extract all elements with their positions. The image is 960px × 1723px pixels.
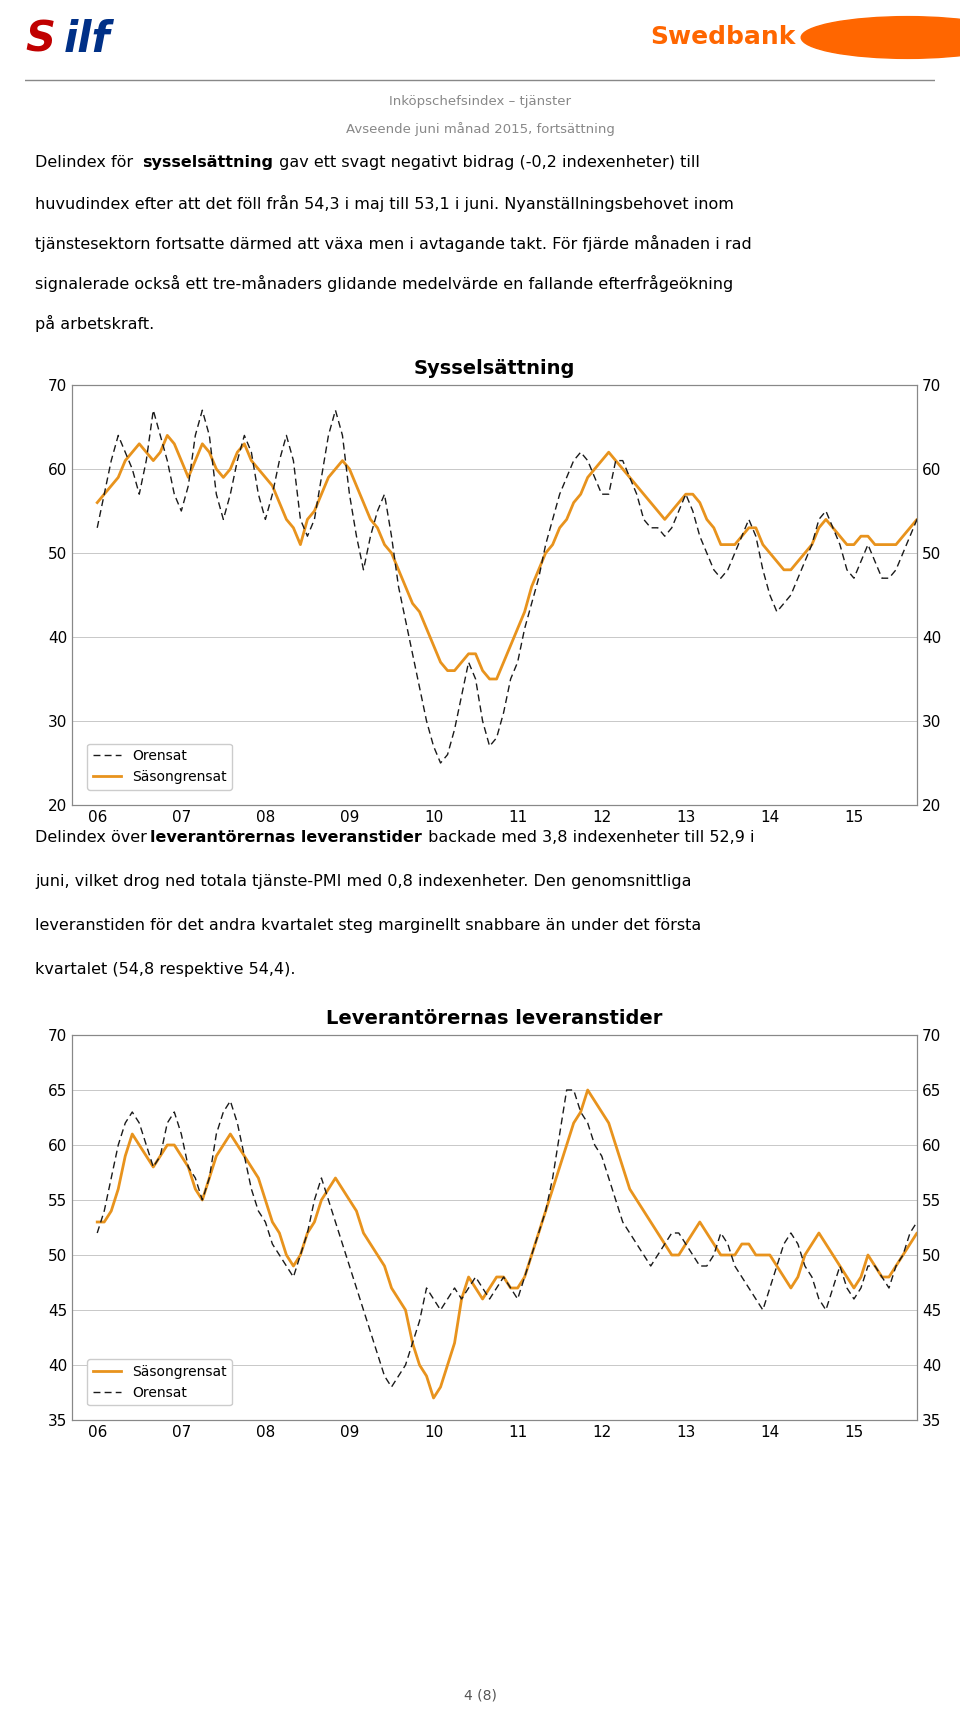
Text: ilf: ilf: [64, 19, 110, 60]
Legend: Säsongrensat, Orensat: Säsongrensat, Orensat: [87, 1359, 232, 1406]
Text: huvudindex efter att det föll från 54,3 i maj till 53,1 i juni. Nyanställningsbe: huvudindex efter att det föll från 54,3 …: [35, 195, 733, 212]
Text: sysselsättning: sysselsättning: [142, 155, 273, 171]
Title: Sysselsättning: Sysselsättning: [414, 358, 575, 377]
Text: S: S: [25, 19, 55, 60]
Text: Inköpschefsindex – tjänster: Inköpschefsindex – tjänster: [389, 95, 571, 109]
Text: 4 (8): 4 (8): [464, 1689, 496, 1702]
Text: kvartalet (54,8 respektive 54,4).: kvartalet (54,8 respektive 54,4).: [35, 963, 296, 977]
Text: Delindex för: Delindex för: [35, 155, 138, 171]
Text: leveranstiden för det andra kvartalet steg marginellt snabbare än under det förs: leveranstiden för det andra kvartalet st…: [35, 918, 701, 934]
Title: Leverantörernas leveranstider: Leverantörernas leveranstider: [326, 1010, 662, 1029]
Text: Delindex över: Delindex över: [35, 830, 152, 844]
Text: på arbetskraft.: på arbetskraft.: [35, 315, 155, 333]
Text: juni, vilket drog ned totala tjänste-PMI med 0,8 indexenheter. Den genomsnittlig: juni, vilket drog ned totala tjänste-PMI…: [35, 874, 691, 889]
Text: leverantörernas leveranstider: leverantörernas leveranstider: [151, 830, 422, 844]
Legend: Orensat, Säsongrensat: Orensat, Säsongrensat: [87, 744, 232, 789]
Text: backade med 3,8 indexenheter till 52,9 i: backade med 3,8 indexenheter till 52,9 i: [422, 830, 755, 844]
Text: Avseende juni månad 2015, fortsättning: Avseende juni månad 2015, fortsättning: [346, 122, 614, 136]
Text: Swedbank: Swedbank: [650, 26, 796, 50]
Text: signalerade också ett tre-månaders glidande medelvärde en fallande efterfrågeökn: signalerade också ett tre-månaders glida…: [35, 276, 733, 291]
Text: tjänstesektorn fortsatte därmed att växa men i avtagande takt. För fjärde månade: tjänstesektorn fortsatte därmed att växa…: [35, 234, 752, 252]
Circle shape: [802, 17, 960, 59]
Text: gav ett svagt negativt bidrag (-0,2 indexenheter) till: gav ett svagt negativt bidrag (-0,2 inde…: [274, 155, 700, 171]
